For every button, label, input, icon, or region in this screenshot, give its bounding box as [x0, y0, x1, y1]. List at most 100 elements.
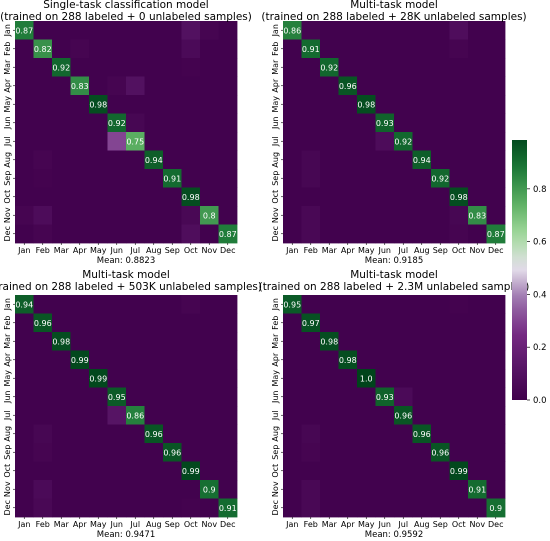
heatmap-cell — [486, 169, 506, 188]
heatmap-cell — [283, 169, 302, 188]
heatmap-cell — [144, 461, 164, 481]
heatmap-cell — [338, 424, 358, 444]
heatmap-cell — [375, 95, 395, 114]
diagonal-value-label: 0.91 — [302, 45, 320, 54]
heatmap-cell — [301, 21, 321, 40]
heatmap-cell — [301, 461, 321, 481]
heatmap-cell — [163, 313, 182, 333]
mean-accuracy-label: Mean: 0.9592 — [365, 530, 423, 540]
heatmap-cell — [486, 313, 506, 333]
heatmap-cell — [301, 58, 321, 77]
heatmap-cell — [468, 406, 487, 425]
heatmap-cell — [394, 443, 413, 462]
heatmap-cell — [107, 169, 127, 188]
heatmap-cell — [163, 424, 182, 444]
heatmap-cell — [412, 76, 432, 96]
heatmap-cell — [486, 480, 506, 499]
heatmap-cell — [301, 387, 321, 407]
heatmap-cell — [126, 224, 145, 244]
diagonal-value-label: 0.96 — [163, 448, 181, 457]
heatmap-cell — [394, 387, 413, 407]
diagonal-value-label: 0.91 — [468, 485, 486, 494]
heatmap-cell — [375, 332, 395, 351]
heatmap-cell — [107, 150, 127, 170]
heatmap-cell — [89, 461, 108, 481]
heatmap-cell — [107, 461, 127, 481]
heatmap-cell — [357, 332, 376, 351]
heatmap-cell — [15, 480, 34, 499]
heatmap-cell — [468, 387, 487, 407]
diagonal-cell — [412, 424, 432, 444]
diagonal-cell — [107, 113, 127, 133]
heatmap-cell — [468, 369, 487, 388]
x-tick-label: Jan — [285, 246, 298, 255]
heatmap-cell — [107, 39, 127, 59]
x-tick-label: May — [358, 246, 375, 255]
diagonal-value-label: 0.87 — [15, 26, 33, 35]
diagonal-value-label: 0.9 — [489, 504, 502, 513]
heatmap-cell — [70, 406, 90, 425]
y-tick-label: Jun — [3, 391, 12, 405]
heatmap-cell — [394, 187, 413, 207]
x-tick-label: Mar — [54, 246, 70, 255]
heatmap-cell — [200, 39, 219, 59]
y-tick-label: Dec — [271, 500, 280, 515]
heatmap-cell — [163, 350, 182, 370]
diagonal-cell — [200, 206, 219, 225]
y-tick-label: Apr — [3, 352, 12, 367]
heatmap-cell — [338, 113, 358, 133]
heatmap-cell — [15, 443, 34, 462]
heatmap-cell — [144, 313, 164, 333]
heatmap-cell — [338, 95, 358, 114]
heatmap-cell — [15, 187, 34, 207]
y-tick-label: Mar — [3, 333, 12, 349]
heatmap-cell — [218, 480, 238, 499]
x-tick-label: May — [90, 520, 107, 529]
diagonal-cell — [468, 480, 487, 499]
heatmap-cell — [89, 187, 108, 207]
heatmap-cell — [89, 169, 108, 188]
diagonal-value-label: 0.86 — [126, 411, 144, 420]
heatmap-cell — [70, 295, 90, 314]
heatmap-cell — [338, 150, 358, 170]
heatmap-cell — [33, 498, 53, 518]
heatmap-cell — [468, 295, 487, 314]
heatmap-cell — [338, 461, 358, 481]
heatmap-cell — [107, 224, 127, 244]
heatmap-cell — [486, 21, 506, 40]
x-tick-label: Mar — [322, 246, 338, 255]
heatmap-cell — [338, 498, 358, 518]
heatmap-cell — [357, 387, 376, 407]
heatmap-cell — [126, 498, 145, 518]
heatmap-cell — [357, 350, 376, 370]
y-tick-label: Jul — [271, 136, 280, 147]
x-tick-label: Dec — [488, 246, 503, 255]
heatmap-cell — [70, 169, 90, 188]
heatmap-cell — [163, 406, 182, 425]
heatmap-cell — [89, 387, 108, 407]
heatmap-cell — [357, 187, 376, 207]
heatmap-cell — [431, 369, 450, 388]
heatmap-cell — [107, 350, 127, 370]
heatmap-cell — [357, 443, 376, 462]
heatmap-cell — [283, 39, 302, 59]
heatmap-cell — [431, 461, 450, 481]
heatmap-cell — [181, 443, 201, 462]
heatmap-cell — [107, 498, 127, 518]
heatmap-cell — [320, 498, 339, 518]
heatmap-cell — [449, 369, 469, 388]
heatmap-cell — [107, 58, 127, 77]
heatmap-cell — [107, 332, 127, 351]
heatmap-cell — [431, 76, 450, 96]
heatmap-cell — [449, 295, 469, 314]
heatmap-cell — [431, 113, 450, 133]
heatmap-cell — [320, 150, 339, 170]
heatmap-cell — [52, 224, 71, 244]
y-tick-label: May — [3, 370, 12, 387]
heatmap-cell — [144, 76, 164, 96]
x-tick-label: Feb — [304, 246, 318, 255]
heatmap-cell — [144, 498, 164, 518]
heatmap-cell — [486, 350, 506, 370]
y-tick-label: Jan — [3, 24, 12, 37]
diagonal-cell — [33, 39, 53, 59]
